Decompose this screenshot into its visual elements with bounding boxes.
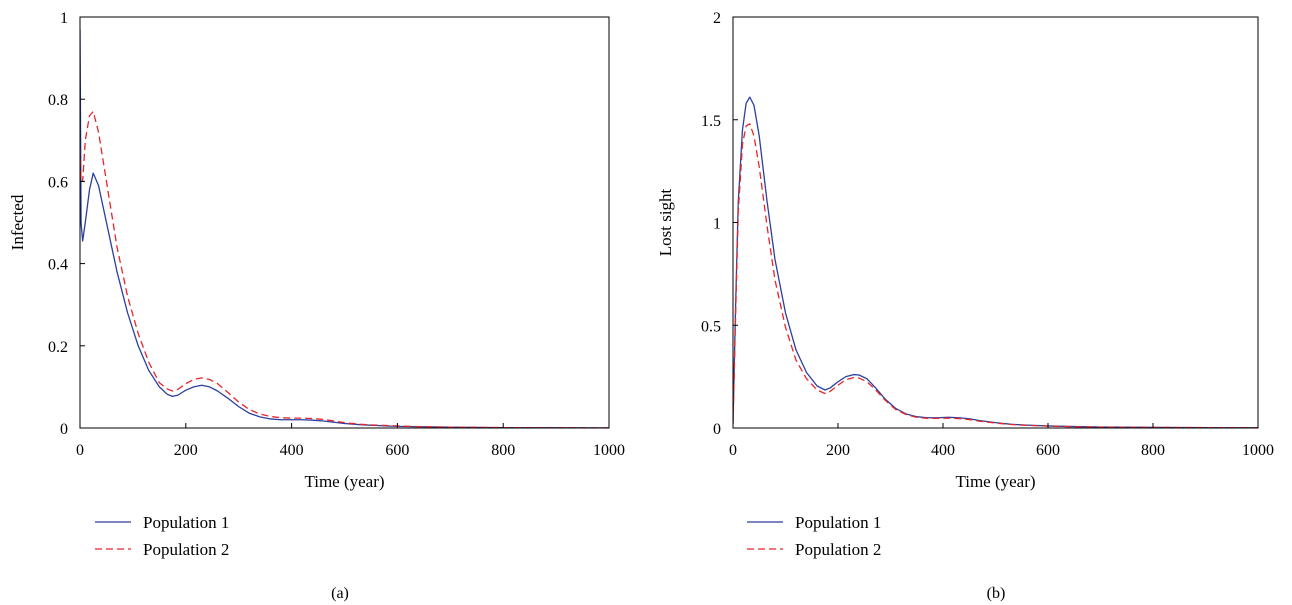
panel-b-x-tick-label: 1000 bbox=[1242, 442, 1274, 459]
panel-a-legend-label-2: Population 2 bbox=[143, 540, 229, 559]
panel-b-series-1-line bbox=[733, 96, 1258, 428]
panel-a-y-tick-label: 0.2 bbox=[48, 339, 68, 356]
panel-a-y-tick-label: 0.4 bbox=[48, 257, 68, 274]
panel-a-chart: 0 200 400 600 800 1000 0 0.2 0.4 0.6 0.8 1 Time (yea… bbox=[8, 10, 625, 602]
panel-b-y-tick-label: 1.5 bbox=[701, 113, 721, 130]
panel-a-series-2-line bbox=[80, 110, 609, 428]
panel-a-y-tick-label: 0.6 bbox=[48, 174, 68, 191]
panel-a-x-tick-label: 1000 bbox=[593, 442, 625, 459]
panel-a-x-axis-label: Time (year) bbox=[304, 472, 384, 491]
panel-a-x-tick-label: 400 bbox=[280, 442, 304, 459]
panel-a-y-axis-label: Infected bbox=[8, 194, 27, 250]
panel-a-y-tick-label: 0.8 bbox=[48, 92, 68, 109]
panel-b-legend-label-1: Population 1 bbox=[795, 513, 881, 532]
panel-a-y-tick-label: 0 bbox=[60, 421, 68, 438]
panel-b-y-tick-label: 0 bbox=[713, 421, 721, 438]
panel-a-x-tick-label: 200 bbox=[174, 442, 198, 459]
panel-a-series-1-line bbox=[80, 29, 609, 428]
panel-b-series-2-line bbox=[733, 123, 1258, 428]
panel-b-chart: 0 200 400 600 800 1000 0 0.5 1 1.5 2 Time (year) Los… bbox=[656, 10, 1274, 602]
panel-b-y-tick-label: 2 bbox=[713, 10, 721, 27]
panel-a-x-tick-label: 800 bbox=[491, 442, 515, 459]
panel-b-x-tick-label: 600 bbox=[1036, 442, 1060, 459]
panel-b-y-tick-label: 0.5 bbox=[701, 318, 721, 335]
panel-b-x-axis-label: Time (year) bbox=[955, 472, 1035, 491]
panel-a-plot-frame bbox=[79, 16, 610, 429]
panel-a-legend-label-1: Population 1 bbox=[143, 513, 229, 532]
panel-b-caption: (b) bbox=[987, 585, 1006, 602]
panel-a-y-tick-label: 1 bbox=[60, 10, 68, 27]
panel-b-x-tick-label: 0 bbox=[729, 442, 737, 459]
panel-a-legend: Population 1 Population 2 bbox=[95, 513, 229, 559]
panel-a-x-tick-label: 0 bbox=[76, 442, 84, 459]
panel-b-y-tick-label: 1 bbox=[713, 216, 721, 233]
panel-b-x-tick-label: 400 bbox=[931, 442, 955, 459]
panel-b-legend: Population 1 Population 2 bbox=[747, 513, 881, 559]
panel-a-x-tick-label: 600 bbox=[385, 442, 409, 459]
panel-b-y-axis-label: Lost sight bbox=[656, 188, 675, 256]
panel-b-plot-frame bbox=[732, 16, 1259, 429]
panel-b-legend-label-2: Population 2 bbox=[795, 540, 881, 559]
panel-b-x-tick-label: 200 bbox=[826, 442, 850, 459]
panel-b-x-tick-label: 800 bbox=[1141, 442, 1165, 459]
panel-a-caption: (a) bbox=[331, 585, 349, 602]
